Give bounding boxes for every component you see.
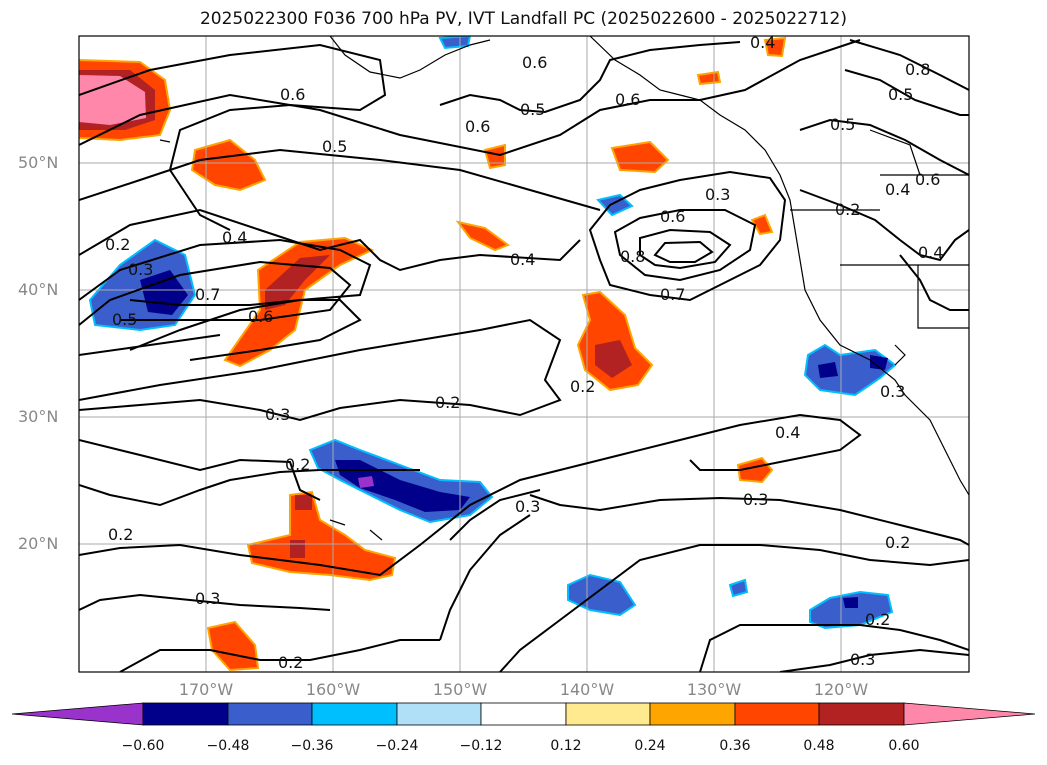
- contour-label: 0.2: [435, 393, 460, 412]
- contour-label: 0.4: [918, 243, 943, 262]
- contour-label: 0.8: [905, 60, 930, 79]
- lat-label-20n: 20°N: [18, 534, 59, 553]
- contour-label: 0.2: [108, 525, 133, 544]
- contour-label: 0.4: [222, 228, 247, 247]
- colorbar-tick-label: −0.24: [375, 738, 419, 754]
- contour-label: 0.3: [195, 589, 220, 608]
- contour-label: 0.4: [510, 250, 535, 269]
- contour-label: 0.6: [280, 85, 305, 104]
- contour-label: 0.3: [880, 382, 905, 401]
- contour-label: 0.2: [865, 610, 890, 629]
- contour-label: 0.4: [750, 33, 775, 52]
- map-plot-area: 0.6 0.5 0.6 0.5 0.6 0.6 0.4 0.8 0.5 0.5 …: [79, 33, 969, 672]
- contour-label: 0.2: [278, 653, 303, 672]
- map-frame: [78, 35, 970, 673]
- contour-label-group: 0.6 0.5 0.6 0.5 0.6 0.6 0.4 0.8 0.5 0.5 …: [105, 33, 943, 672]
- contour-label: 0.5: [888, 85, 913, 104]
- contour-label: 0.2: [285, 455, 310, 474]
- contour-label: 0.3: [265, 405, 290, 424]
- colorbar-tick-label: 0.12: [550, 738, 582, 754]
- contour-label: 0.6: [522, 53, 547, 72]
- contour-label: 0.5: [830, 115, 855, 134]
- colorbar-tick-label: −0.36: [290, 738, 334, 754]
- contour-label: 0.4: [775, 423, 800, 442]
- lat-label-40n: 40°N: [18, 280, 59, 299]
- contour-label: 0.2: [105, 235, 130, 254]
- contour-label: 0.6: [248, 307, 273, 326]
- lon-label-140w: 140°W: [559, 680, 615, 699]
- pv-anomaly-shading: [79, 36, 897, 672]
- contour-label: 0.3: [850, 650, 875, 669]
- colorbar: [11, 702, 1036, 726]
- contour-label: 0.5: [520, 100, 545, 119]
- contour-label: 0.2: [835, 200, 860, 219]
- contour-label: 0.3: [743, 490, 768, 509]
- coastlines: [159, 36, 969, 541]
- lat-label-50n: 50°N: [18, 153, 59, 172]
- contour-label: 0.2: [885, 533, 910, 552]
- lon-label-160w: 160°W: [305, 680, 361, 699]
- contour-label: 0.5: [112, 310, 137, 329]
- lon-label-120w: 120°W: [813, 680, 869, 699]
- contour-label: 0.3: [128, 260, 153, 279]
- contour-label: 0.3: [515, 497, 540, 516]
- contour-label: 0.4: [885, 180, 910, 199]
- map-title: 2025022300 F036 700 hPa PV, IVT Landfall…: [199, 9, 847, 29]
- colorbar-tick-label: −0.12: [459, 738, 503, 754]
- colorbar-tick-label: −0.60: [121, 738, 165, 754]
- contour-label: 0.3: [705, 185, 730, 204]
- contour-lines: [79, 39, 969, 672]
- colorbar-tick-label: 0.24: [634, 738, 666, 754]
- contour-label: 0.7: [195, 285, 220, 304]
- colorbar-tick-label: 0.60: [888, 738, 920, 754]
- contour-label: 0.2: [570, 377, 595, 396]
- colorbar-tick-label: 0.48: [803, 738, 835, 754]
- lat-label-30n: 30°N: [18, 407, 59, 426]
- lon-label-130w: 130°W: [686, 680, 742, 699]
- contour-label: 0.6: [915, 170, 940, 189]
- contour-label: 0.6: [660, 207, 685, 226]
- contour-label: 0.6: [465, 117, 490, 136]
- colorbar-tick-label: 0.36: [719, 738, 751, 754]
- contour-label: 0.5: [322, 137, 347, 156]
- contour-label: 0.6: [615, 90, 640, 109]
- colorbar-tick-label: −0.48: [206, 738, 250, 754]
- lon-label-150w: 150°W: [432, 680, 488, 699]
- contour-label: 0.8: [620, 247, 645, 266]
- contour-label: 0.7: [660, 285, 685, 304]
- lon-label-170w: 170°W: [178, 680, 234, 699]
